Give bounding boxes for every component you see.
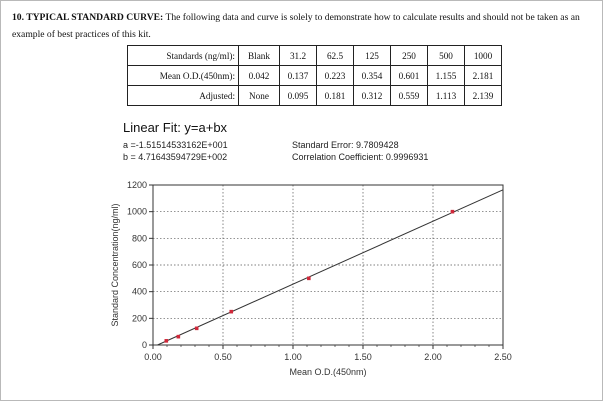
table-row-adjusted: Adjusted: None 0.095 0.181 0.312 0.559 1… (127, 85, 502, 106)
data-point (307, 276, 311, 281)
y-axis: 0 200 400 600 800 1000 1200 (127, 180, 153, 350)
fit-title: Linear Fit: y=a+bx (123, 120, 228, 135)
table-row-mean-od: Mean O.D.(450nm): 0.042 0.137 0.223 0.35… (127, 65, 502, 86)
table-row-standards: Standards (ng/ml): Blank 31.2 62.5 125 2… (127, 45, 502, 66)
section-heading: 10. TYPICAL STANDARD CURVE: (12, 12, 164, 23)
x-tick-label: 0.00 (144, 352, 162, 362)
y-tick-label: 200 (132, 313, 147, 323)
x-tick-label: 1.00 (284, 352, 302, 362)
intro-text: The following data and curve is solely t… (12, 12, 580, 40)
fit-coefficient-a: a =-1.51514533162E+001 (123, 140, 228, 150)
y-tick-label: 800 (132, 233, 147, 243)
x-axis: 0.00 0.50 1.00 1.50 2.00 2.50 (144, 345, 512, 362)
data-points (164, 209, 455, 343)
data-point (229, 309, 234, 314)
table-cell: 1.113 (427, 85, 465, 106)
grid-lines (152, 184, 504, 346)
fit-coefficient-b: b = 4.71643594729E+002 (123, 152, 228, 162)
x-tick-label: 0.50 (214, 352, 232, 362)
intro-paragraph: 10. TYPICAL STANDARD CURVE: The followin… (12, 9, 592, 43)
fit-line (157, 189, 504, 346)
data-point (176, 334, 181, 339)
x-axis-label: Mean O.D.(450nm) (289, 367, 366, 377)
y-tick-label: 1200 (127, 180, 147, 190)
y-tick-label: 400 (132, 287, 147, 297)
y-tick-label: 600 (132, 260, 147, 270)
table-cell: 2.139 (464, 85, 502, 106)
table-cell: 0.312 (353, 85, 391, 106)
standards-table: Standards (ng/ml): Blank 31.2 62.5 125 2… (127, 45, 502, 106)
data-point (164, 339, 169, 343)
x-tick-label: 2.50 (494, 352, 512, 362)
x-tick-label: 1.50 (354, 352, 372, 362)
x-tick-label: 2.00 (424, 352, 442, 362)
data-point (450, 209, 455, 214)
fit-standard-error: Standard Error: 9.7809428 (292, 140, 399, 150)
table-cell: 0.095 (279, 85, 317, 106)
data-point (194, 326, 199, 331)
y-tick-label: 0 (142, 340, 147, 350)
y-axis-label: Standard Concentration(ng/ml) (110, 203, 120, 326)
fit-correlation: Correlation Coefficient: 0.9996931 (292, 152, 429, 162)
y-tick-label: 1000 (127, 207, 147, 217)
